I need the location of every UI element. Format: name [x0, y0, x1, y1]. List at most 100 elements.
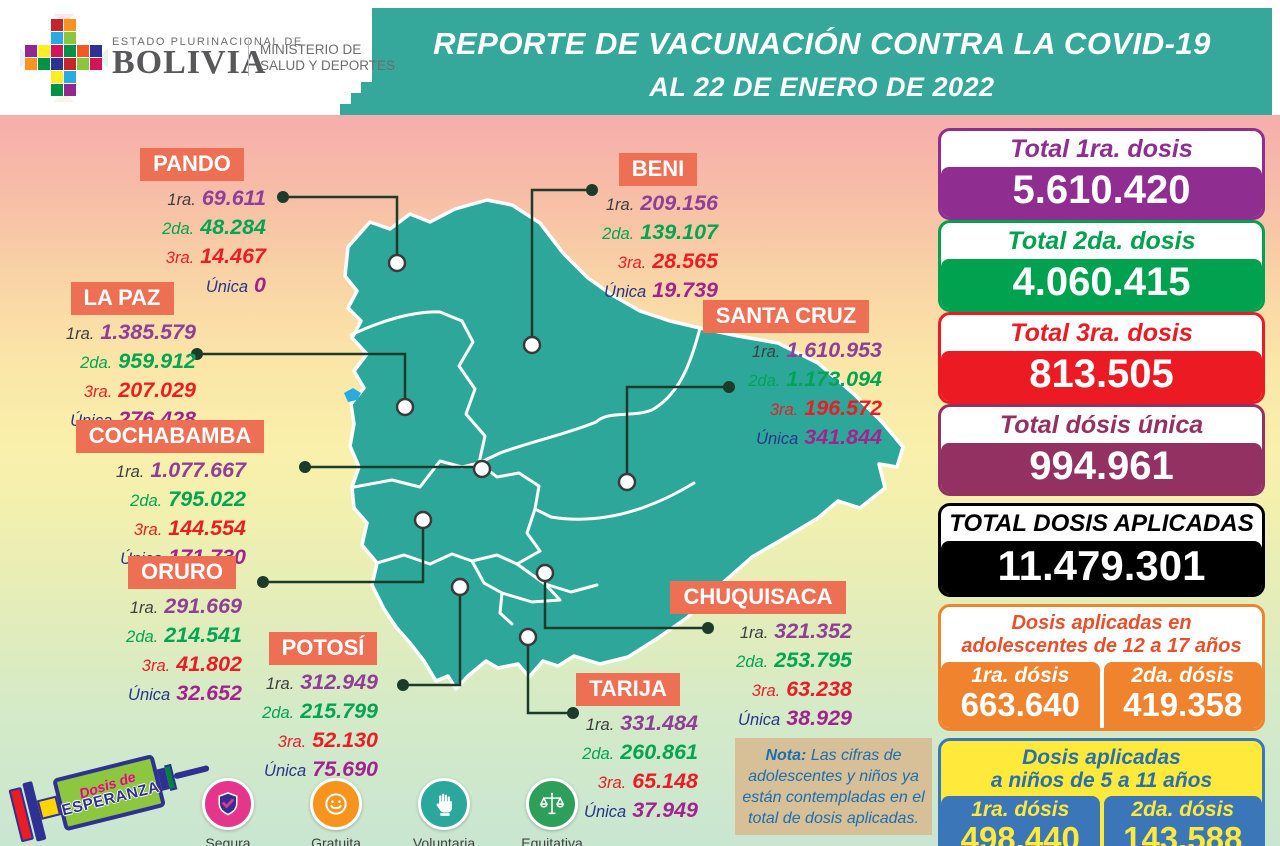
chakana-tiles — [25, 19, 102, 96]
dose-value: 1.173.094 — [786, 367, 882, 391]
dose-row-2da: 2da. 215.799 — [248, 698, 398, 727]
dose-label: 3ra. — [769, 401, 799, 419]
dose-value: 52.130 — [312, 728, 378, 752]
dose-label: Única — [264, 762, 307, 780]
children-cells: 1ra. dósis 498.440 2da. dósis 143.588 — [941, 796, 1262, 846]
dose-row-3ra: 3ra. 14.467 — [118, 243, 266, 272]
dose-label: 2da. — [748, 372, 781, 390]
dose-row-unica: Única 38.929 — [664, 705, 852, 734]
department-name: LA PAZ — [70, 282, 174, 315]
department-block: BENI 1ra. 209.156 2da. 139.107 3ra. 28.565 … — [598, 153, 718, 306]
dose-rows: 1ra. 291.669 2da. 214.541 3ra. 41.802 Única… — [122, 593, 242, 709]
dose-rows: 1ra. 321.352 2da. 253.795 3ra. 63.238 Única… — [664, 618, 852, 734]
department-name: PANDO — [140, 148, 244, 181]
dose-row-2da: 2da. 253.795 — [664, 647, 852, 676]
dose-label: 2da. — [736, 653, 769, 671]
principle-segura: Segura — [190, 778, 266, 846]
dose-label: 1ra. — [751, 343, 781, 361]
shield-check-icon — [202, 778, 254, 830]
dose-value: 214.541 — [164, 623, 242, 647]
principle-voluntaria: Voluntaria — [406, 778, 482, 846]
dose-label: 1ra. — [585, 716, 615, 734]
dose-value: 63.238 — [786, 677, 852, 701]
dose-row-unica: Única 19.739 — [598, 277, 718, 306]
children-title: Dosis aplicadas a niños de 5 a 11 años — [941, 741, 1262, 796]
dose-value: 253.795 — [774, 648, 852, 672]
children-title-line2: a niños de 5 a 11 años — [990, 769, 1213, 792]
department-block: SANTA CRUZ 1ra. 1.610.953 2da. 1.173.094 3… — [690, 300, 882, 453]
dose-value: 196.572 — [804, 396, 882, 420]
dose-value: 37.949 — [632, 798, 698, 822]
totals-panel: Total 1ra. dosis 5.610.420 Total 2da. do… — [938, 128, 1265, 846]
dose-rows: 1ra. 209.156 2da. 139.107 3ra. 28.565 Única… — [598, 190, 718, 306]
children-card: Dosis aplicadas a niños de 5 a 11 años 1… — [938, 738, 1265, 846]
dose-value: 321.352 — [774, 619, 852, 643]
department-block: CHUQUISACA 1ra. 321.352 2da. 253.795 3ra. 6… — [664, 581, 852, 734]
dose-label: 3ra. — [165, 249, 195, 267]
dose-label: 1ra. — [129, 599, 159, 617]
adolescents-title-line2: adolescentes de 12 a 17 años — [961, 635, 1242, 657]
dose-label: 2da. — [80, 354, 113, 372]
adolescents-title-line1: Dosis aplicadas en — [1011, 612, 1192, 634]
total-card-value: 5.610.420 — [941, 167, 1262, 217]
dose-value: 48.284 — [200, 215, 266, 239]
report-date: AL 22 DE ENERO DE 2022 — [649, 72, 995, 102]
bolivia-map — [191, 184, 905, 719]
department-block: LA PAZ 1ra. 1.385.579 2da. 959.912 3ra. 207… — [48, 282, 196, 435]
dose-row-3ra: 3ra. 196.572 — [690, 395, 882, 424]
total-card-value: 994.961 — [941, 443, 1262, 493]
dose-row-1ra: 1ra. 1.610.953 — [690, 337, 882, 366]
total-card: Total 1ra. dosis 5.610.420 — [938, 128, 1265, 220]
report-title: REPORTE DE VACUNACIÓN CONTRA LA COVID-19 — [433, 26, 1211, 61]
dose-label: Única — [128, 686, 171, 704]
step-decoration — [351, 93, 373, 104]
dose-value: 144.554 — [168, 516, 246, 540]
total-applied-value: 11.479.301 — [941, 541, 1262, 594]
principle-label: Gratuita — [311, 835, 361, 846]
dose-rows: 1ra. 69.611 2da. 48.284 3ra. 14.467 Única 0 — [118, 185, 266, 301]
dose-row-unica: Única 0 — [118, 272, 266, 301]
dose-label: 3ra. — [617, 254, 647, 272]
cell-value: 663.640 — [960, 686, 1080, 723]
dose-value: 41.802 — [176, 652, 242, 676]
dose-rows: 1ra. 1.610.953 2da. 1.173.094 3ra. 196.572 … — [690, 337, 882, 453]
dose-value: 32.652 — [176, 681, 242, 705]
department-name: TARIJA — [576, 673, 680, 706]
adolescents-title: Dosis aplicadas en adolescentes de 12 a … — [941, 607, 1262, 662]
dose-label: 2da. — [162, 220, 195, 238]
dose-row-2da: 2da. 260.861 — [558, 739, 698, 768]
dose-value: 215.799 — [300, 699, 378, 723]
dose-row-3ra: 3ra. 63.238 — [664, 676, 852, 705]
cell-label: 2da. dósis — [1131, 798, 1235, 821]
department-block: COCHABAMBA 1ra. 1.077.667 2da. 795.022 3ra… — [70, 420, 270, 573]
dose-value: 959.912 — [118, 349, 196, 373]
principle-equitativa: Equitativa — [514, 778, 590, 846]
dose-label: 3ra. — [83, 383, 113, 401]
dose-value: 312.949 — [300, 670, 378, 694]
adolescents-cell-1ra: 1ra. dósis 663.640 — [941, 662, 1100, 728]
dose-label: 1ra. — [167, 191, 196, 209]
cell-value: 143.588 — [1123, 820, 1243, 846]
bolivia-state-logo — [20, 14, 108, 102]
step-decoration — [361, 82, 373, 93]
dose-label: 3ra. — [597, 774, 627, 792]
dose-value: 207.029 — [118, 378, 196, 402]
department-name: BENI — [618, 153, 698, 186]
dose-row-3ra: 3ra. 144.554 — [70, 515, 270, 544]
dose-value: 69.611 — [201, 186, 266, 210]
dose-label: 1ra. — [115, 463, 145, 481]
brand-name: BOLIVIA — [112, 44, 267, 81]
callout-connectors — [197, 188, 729, 715]
total-card: Total 3ra. dosis 813.505 — [938, 312, 1265, 404]
dose-row-1ra: 1ra. 321.352 — [664, 618, 852, 647]
dose-label: 2da. — [262, 704, 295, 722]
dose-label: 2da. — [126, 628, 159, 646]
total-card-value: 813.505 — [941, 351, 1262, 401]
dose-label: 3ra. — [141, 657, 171, 675]
dose-row-3ra: 3ra. 52.130 — [248, 727, 398, 756]
title-band — [372, 8, 1272, 115]
dose-value: 65.148 — [632, 769, 698, 793]
bolivia-outline — [343, 198, 905, 691]
department-name: POTOSÍ — [268, 632, 378, 665]
